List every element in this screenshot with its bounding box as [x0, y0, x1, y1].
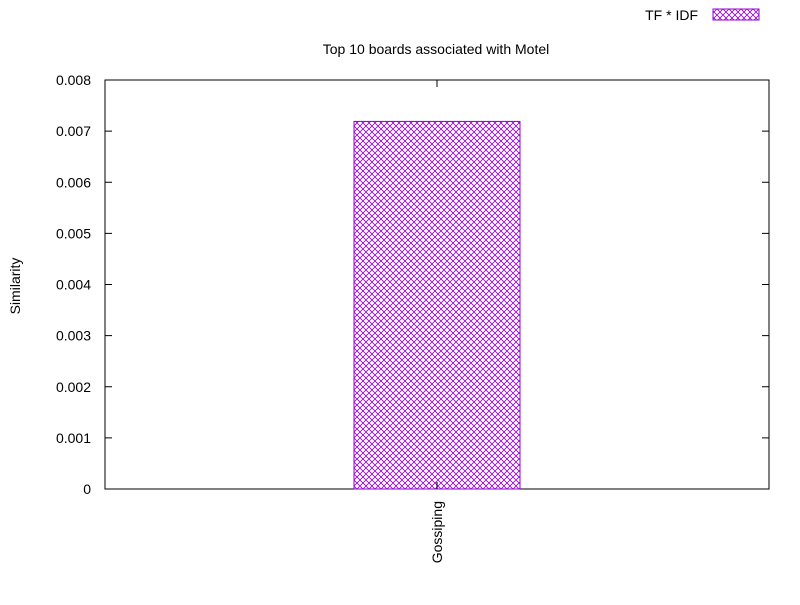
legend-swatch [712, 8, 760, 21]
bar [353, 120, 521, 490]
bars [353, 120, 521, 490]
y-tick-label: 0.007 [56, 123, 91, 139]
legend: TF * IDF [645, 7, 760, 23]
y-axis: 0 0.001 0.002 0.003 0.004 0.005 0.006 0.007 0.00… [56, 72, 769, 497]
y-tick-label: 0.004 [56, 277, 91, 293]
y-tick-label: 0 [83, 481, 91, 497]
legend-label: TF * IDF [645, 7, 698, 23]
x-tick-label: Gossiping [429, 501, 445, 563]
x-axis: Gossiping [429, 80, 445, 563]
y-tick-label: 0.005 [56, 225, 91, 241]
y-tick-label: 0.002 [56, 379, 91, 395]
chart-title: Top 10 boards associated with Motel [323, 41, 549, 57]
y-tick-label: 0.003 [56, 328, 91, 344]
y-tick-label: 0.008 [56, 72, 91, 88]
y-axis-label: Similarity [7, 258, 23, 315]
y-tick-label: 0.006 [56, 174, 91, 190]
y-tick-label: 0.001 [56, 430, 91, 446]
